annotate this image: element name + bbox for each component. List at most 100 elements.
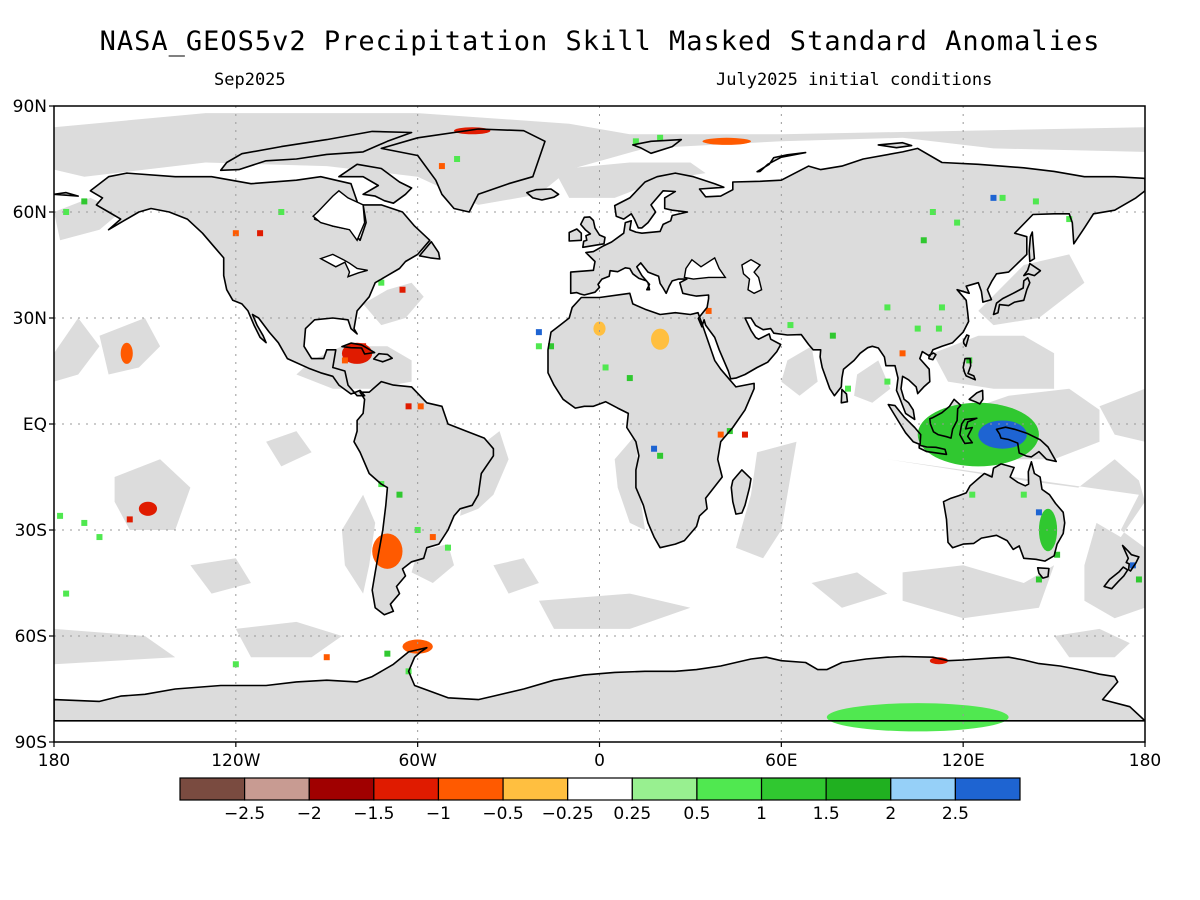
lon-label: 0 [594,751,605,771]
sri-lanka-coastline [840,388,849,404]
baffin-island-coastline [338,163,413,204]
lat-label: 60N [13,203,47,223]
colorbar-swatch [890,777,956,801]
anomaly-speck [632,138,639,145]
arctic-islands-coastline [219,130,413,172]
anomaly-speck [63,590,70,597]
anomaly-speck [96,534,103,541]
ireland-mask [569,229,582,241]
pacific-south-dry-patch [138,501,158,516]
anomaly-speck [341,357,348,364]
anomaly-speck [657,134,664,141]
antarctica-wet-patch [826,703,1009,732]
colorbar-label: 1.5 [813,804,840,824]
ireland-coastline [568,228,583,242]
longitude-axis: 180 120W 60W 0 60E 120E 180 [38,751,1161,771]
ocean-skill-mask [614,434,645,530]
colorbar-label: −0.25 [542,804,594,824]
anomaly-speck [929,209,936,215]
kamchatka-islands-coastline [54,191,79,197]
hudson-bay [312,189,366,242]
lat-label: 30N [13,309,47,329]
hokkaido-mask [1023,263,1041,276]
colorbar-label: −1 [426,804,451,824]
madagascar-coastline [730,469,752,515]
japan-coastline [992,276,1031,316]
anomaly-speck [444,544,451,551]
colorbar-swatch [825,777,892,801]
africa-mask [548,293,755,548]
ocean-skill-mask [554,162,706,198]
axis-ticks [49,105,1146,747]
anomaly-speck [57,512,64,519]
lat-label: 60S [15,627,47,647]
hainan-coastline [928,352,937,361]
madagascar-mask [731,469,751,515]
anomaly-speck [232,230,239,237]
ocean-skill-mask [235,621,342,658]
anomaly-speck [914,325,921,332]
colorbar-label: 1 [756,804,767,824]
anomaly-speck [417,403,424,410]
anomaly-speck [126,516,133,523]
lon-label: 60E [765,751,797,771]
iceland-coastline [526,188,560,201]
africa-coastline [547,292,755,549]
anomaly-speck [454,156,461,162]
ocean-skill-mask [978,254,1085,326]
anomaly-speck [1054,551,1061,558]
anomaly-speck [278,209,285,215]
tasmania-coastline [1036,567,1050,579]
antarctica-mask [54,647,1145,721]
anomaly-speck [232,661,239,668]
sakhalin-coastline [1028,231,1036,263]
anomaly-speck [741,431,748,438]
chart-title: NASA_GEOS5v2 Precipitation Skill Masked … [99,26,1101,57]
graticule [54,106,1145,742]
anomaly-speck [935,325,942,332]
anomaly-speck [787,322,794,329]
svalbard-coastline [632,138,683,155]
anomaly-speck [829,332,836,339]
lon-label: 60W [398,751,437,771]
australia-mask [943,461,1065,562]
cuba-coastline [341,342,376,355]
lon-label: 120W [211,751,260,771]
colorbar-swatch [502,777,569,801]
colorbar-swatch [567,777,633,801]
borneo-coastline [929,398,962,439]
anomaly-speck [954,219,961,226]
sri-lanka-mask [841,389,848,403]
sumatra-coastline [887,403,922,446]
anomaly-speck [548,343,555,350]
anomaly-speck [1129,562,1136,569]
ocean-skill-mask [1099,388,1145,442]
great-lakes [318,253,368,278]
eurasia-coastline [569,147,1145,421]
anomaly-speck [845,385,852,392]
colorbar-swatch [631,777,698,801]
anomaly-speck [63,209,70,215]
newfoundland-mask [419,241,440,259]
lon-label: 120E [942,751,985,771]
ocean-skill-mask [538,593,691,629]
ocean-skill-mask [54,113,1145,205]
lat-label: 30S [15,521,47,541]
anomaly-speck [1035,509,1042,516]
south-america-coastline [353,380,495,616]
colorbar-label: −2 [297,804,322,824]
anomaly-speck [920,237,927,244]
colorbar-label: 2 [885,804,896,824]
colorbar-label: −0.5 [482,804,523,824]
peninsula-dry-patch [402,639,433,654]
map-body [54,106,1145,742]
colorbar-label: −1.5 [353,804,394,824]
anomaly-speck [626,375,633,382]
svalbard-dry-patch [702,137,752,145]
anomaly-speck [81,519,88,526]
hokkaido-coastline [1023,262,1042,277]
ocean-skill-mask [735,441,797,559]
black-sea [683,256,727,280]
taiwan-coastline [962,334,970,348]
